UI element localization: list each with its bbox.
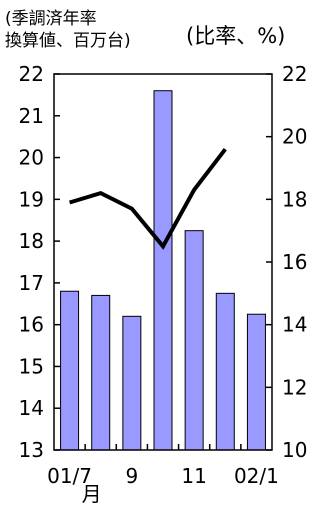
bar-2 bbox=[91, 294, 111, 451]
left-axis-tick-label: 17 bbox=[19, 271, 44, 295]
left-axis-unit-line2: 換算値、百万台) bbox=[5, 31, 131, 51]
x-axis-month-label: 月 bbox=[82, 482, 102, 506]
x-axis-tick-label: 11 bbox=[181, 464, 206, 488]
bar-1 bbox=[60, 290, 80, 451]
right-axis-tick-label: 12 bbox=[282, 375, 307, 399]
left-axis-tick-label: 20 bbox=[19, 146, 44, 170]
right-axis-tick-label: 10 bbox=[282, 438, 307, 462]
bar-7 bbox=[246, 313, 266, 451]
left-axis-unit-line1: (季調済年率 bbox=[5, 9, 97, 29]
x-axis-tick-label: 02/1 bbox=[234, 464, 279, 488]
right-axis-tick-label: 22 bbox=[282, 62, 307, 86]
right-axis-tick-label: 18 bbox=[282, 187, 307, 211]
left-axis-tick-label: 14 bbox=[19, 396, 44, 420]
left-axis-tick-label: 18 bbox=[19, 229, 44, 253]
bar-3 bbox=[122, 315, 142, 451]
left-axis-tick-label: 13 bbox=[19, 438, 44, 462]
bar-6 bbox=[215, 292, 235, 451]
right-axis-tick-label: 16 bbox=[282, 250, 307, 274]
bar-4 bbox=[153, 90, 173, 451]
left-axis-tick-label: 19 bbox=[19, 187, 44, 211]
right-axis-unit: (比率、%) bbox=[186, 24, 286, 48]
left-axis-unit: (季調済年率 換算値、百万台) bbox=[5, 8, 131, 52]
ratio-line bbox=[69, 147, 227, 250]
left-axis-tick-label: 22 bbox=[19, 62, 44, 86]
right-axis-tick-label: 14 bbox=[282, 313, 307, 337]
right-axis-tick-label: 20 bbox=[282, 125, 307, 149]
left-axis-tick-label: 16 bbox=[19, 313, 44, 337]
left-axis-tick-label: 15 bbox=[19, 354, 44, 378]
bar-5 bbox=[184, 230, 204, 451]
left-axis-tick-label: 21 bbox=[19, 104, 44, 128]
x-axis-tick-label: 9 bbox=[125, 464, 138, 488]
x-axis-tick-label: 01/7 bbox=[47, 464, 92, 488]
